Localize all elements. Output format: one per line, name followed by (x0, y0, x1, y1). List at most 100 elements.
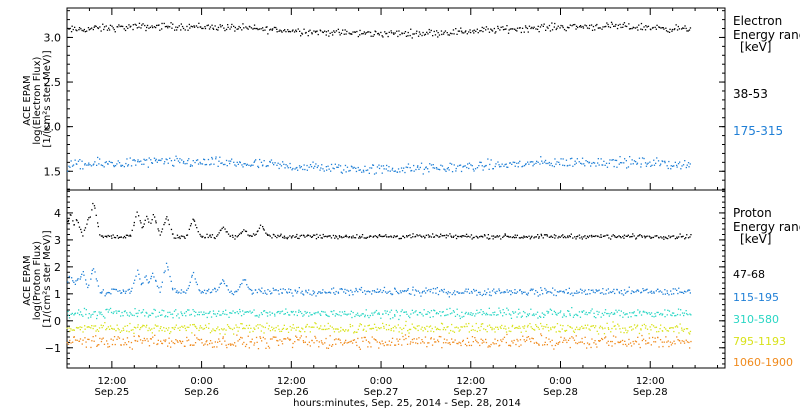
data-point (418, 311, 421, 314)
data-point (269, 235, 271, 237)
data-point (164, 26, 167, 28)
data-point (303, 294, 305, 296)
data-point (554, 22, 556, 25)
data-point (207, 24, 209, 26)
data-point (66, 327, 68, 329)
data-point (341, 237, 343, 239)
data-point (376, 341, 378, 343)
data-point (159, 327, 161, 330)
data-point (290, 310, 292, 313)
data-point (97, 222, 99, 224)
data-point (154, 324, 156, 326)
data-point (152, 214, 154, 216)
data-point (542, 328, 544, 330)
data-point (167, 269, 169, 271)
data-point (410, 237, 412, 239)
data-point (503, 235, 505, 237)
data-point (218, 286, 220, 289)
data-point (108, 27, 110, 29)
data-point (548, 24, 551, 27)
data-point (686, 313, 688, 315)
data-point (365, 330, 367, 332)
data-point (376, 236, 379, 239)
data-point (415, 32, 417, 35)
data-point (487, 158, 489, 160)
data-point (413, 33, 415, 35)
data-point (586, 161, 589, 163)
data-point (437, 339, 439, 341)
data-point (505, 28, 507, 30)
data-point (141, 227, 143, 229)
data-point (561, 316, 564, 318)
data-point (588, 343, 591, 345)
data-point (644, 237, 646, 239)
data-point (678, 287, 680, 289)
data-point (641, 324, 643, 327)
data-point (251, 289, 253, 292)
data-point (181, 313, 183, 315)
data-point (444, 314, 446, 317)
data-point (257, 230, 259, 232)
data-point (577, 328, 579, 331)
data-point (433, 309, 435, 311)
data-point (350, 289, 352, 291)
data-point (659, 164, 661, 167)
data-point (499, 166, 501, 168)
data-point (77, 327, 80, 329)
data-point (455, 234, 457, 236)
data-point (511, 324, 514, 327)
data-point (661, 27, 663, 29)
data-point (531, 235, 533, 237)
data-point (250, 327, 252, 329)
data-point (300, 166, 302, 168)
data-point (684, 25, 686, 27)
data-point (678, 28, 681, 30)
data-point (457, 165, 459, 167)
data-point (430, 29, 432, 32)
data-point (615, 328, 617, 330)
data-point (177, 237, 179, 239)
data-point (267, 312, 269, 314)
data-point (542, 237, 544, 239)
data-point (387, 35, 389, 38)
data-point (655, 315, 657, 317)
data-point (356, 312, 359, 314)
data-point (97, 285, 100, 287)
data-point (469, 236, 471, 238)
data-point (118, 236, 120, 238)
data-point (476, 294, 478, 296)
data-point (541, 312, 543, 314)
data-point (660, 312, 662, 315)
data-point (429, 316, 431, 318)
data-point (429, 291, 431, 293)
data-point (121, 164, 124, 167)
data-point (94, 311, 96, 313)
data-point (652, 236, 655, 239)
data-point (333, 331, 336, 333)
data-point (222, 279, 224, 281)
data-point (379, 289, 382, 291)
data-point (315, 312, 317, 314)
data-point (194, 342, 197, 344)
data-point (327, 30, 329, 32)
data-point (188, 23, 190, 26)
data-point (477, 342, 479, 344)
data-point (610, 312, 613, 314)
data-point (443, 288, 445, 291)
data-point (476, 167, 479, 169)
data-point (471, 325, 474, 327)
data-point (170, 346, 172, 348)
data-point (134, 23, 136, 25)
data-point (329, 325, 331, 327)
data-point (633, 235, 635, 237)
data-point (211, 24, 213, 26)
data-point (520, 31, 522, 34)
data-point (367, 341, 370, 343)
data-point (526, 339, 528, 341)
data-point (200, 292, 202, 294)
data-point (165, 262, 168, 264)
data-point (608, 162, 610, 164)
data-point (557, 342, 560, 344)
data-point (390, 328, 392, 330)
data-point (435, 234, 437, 236)
